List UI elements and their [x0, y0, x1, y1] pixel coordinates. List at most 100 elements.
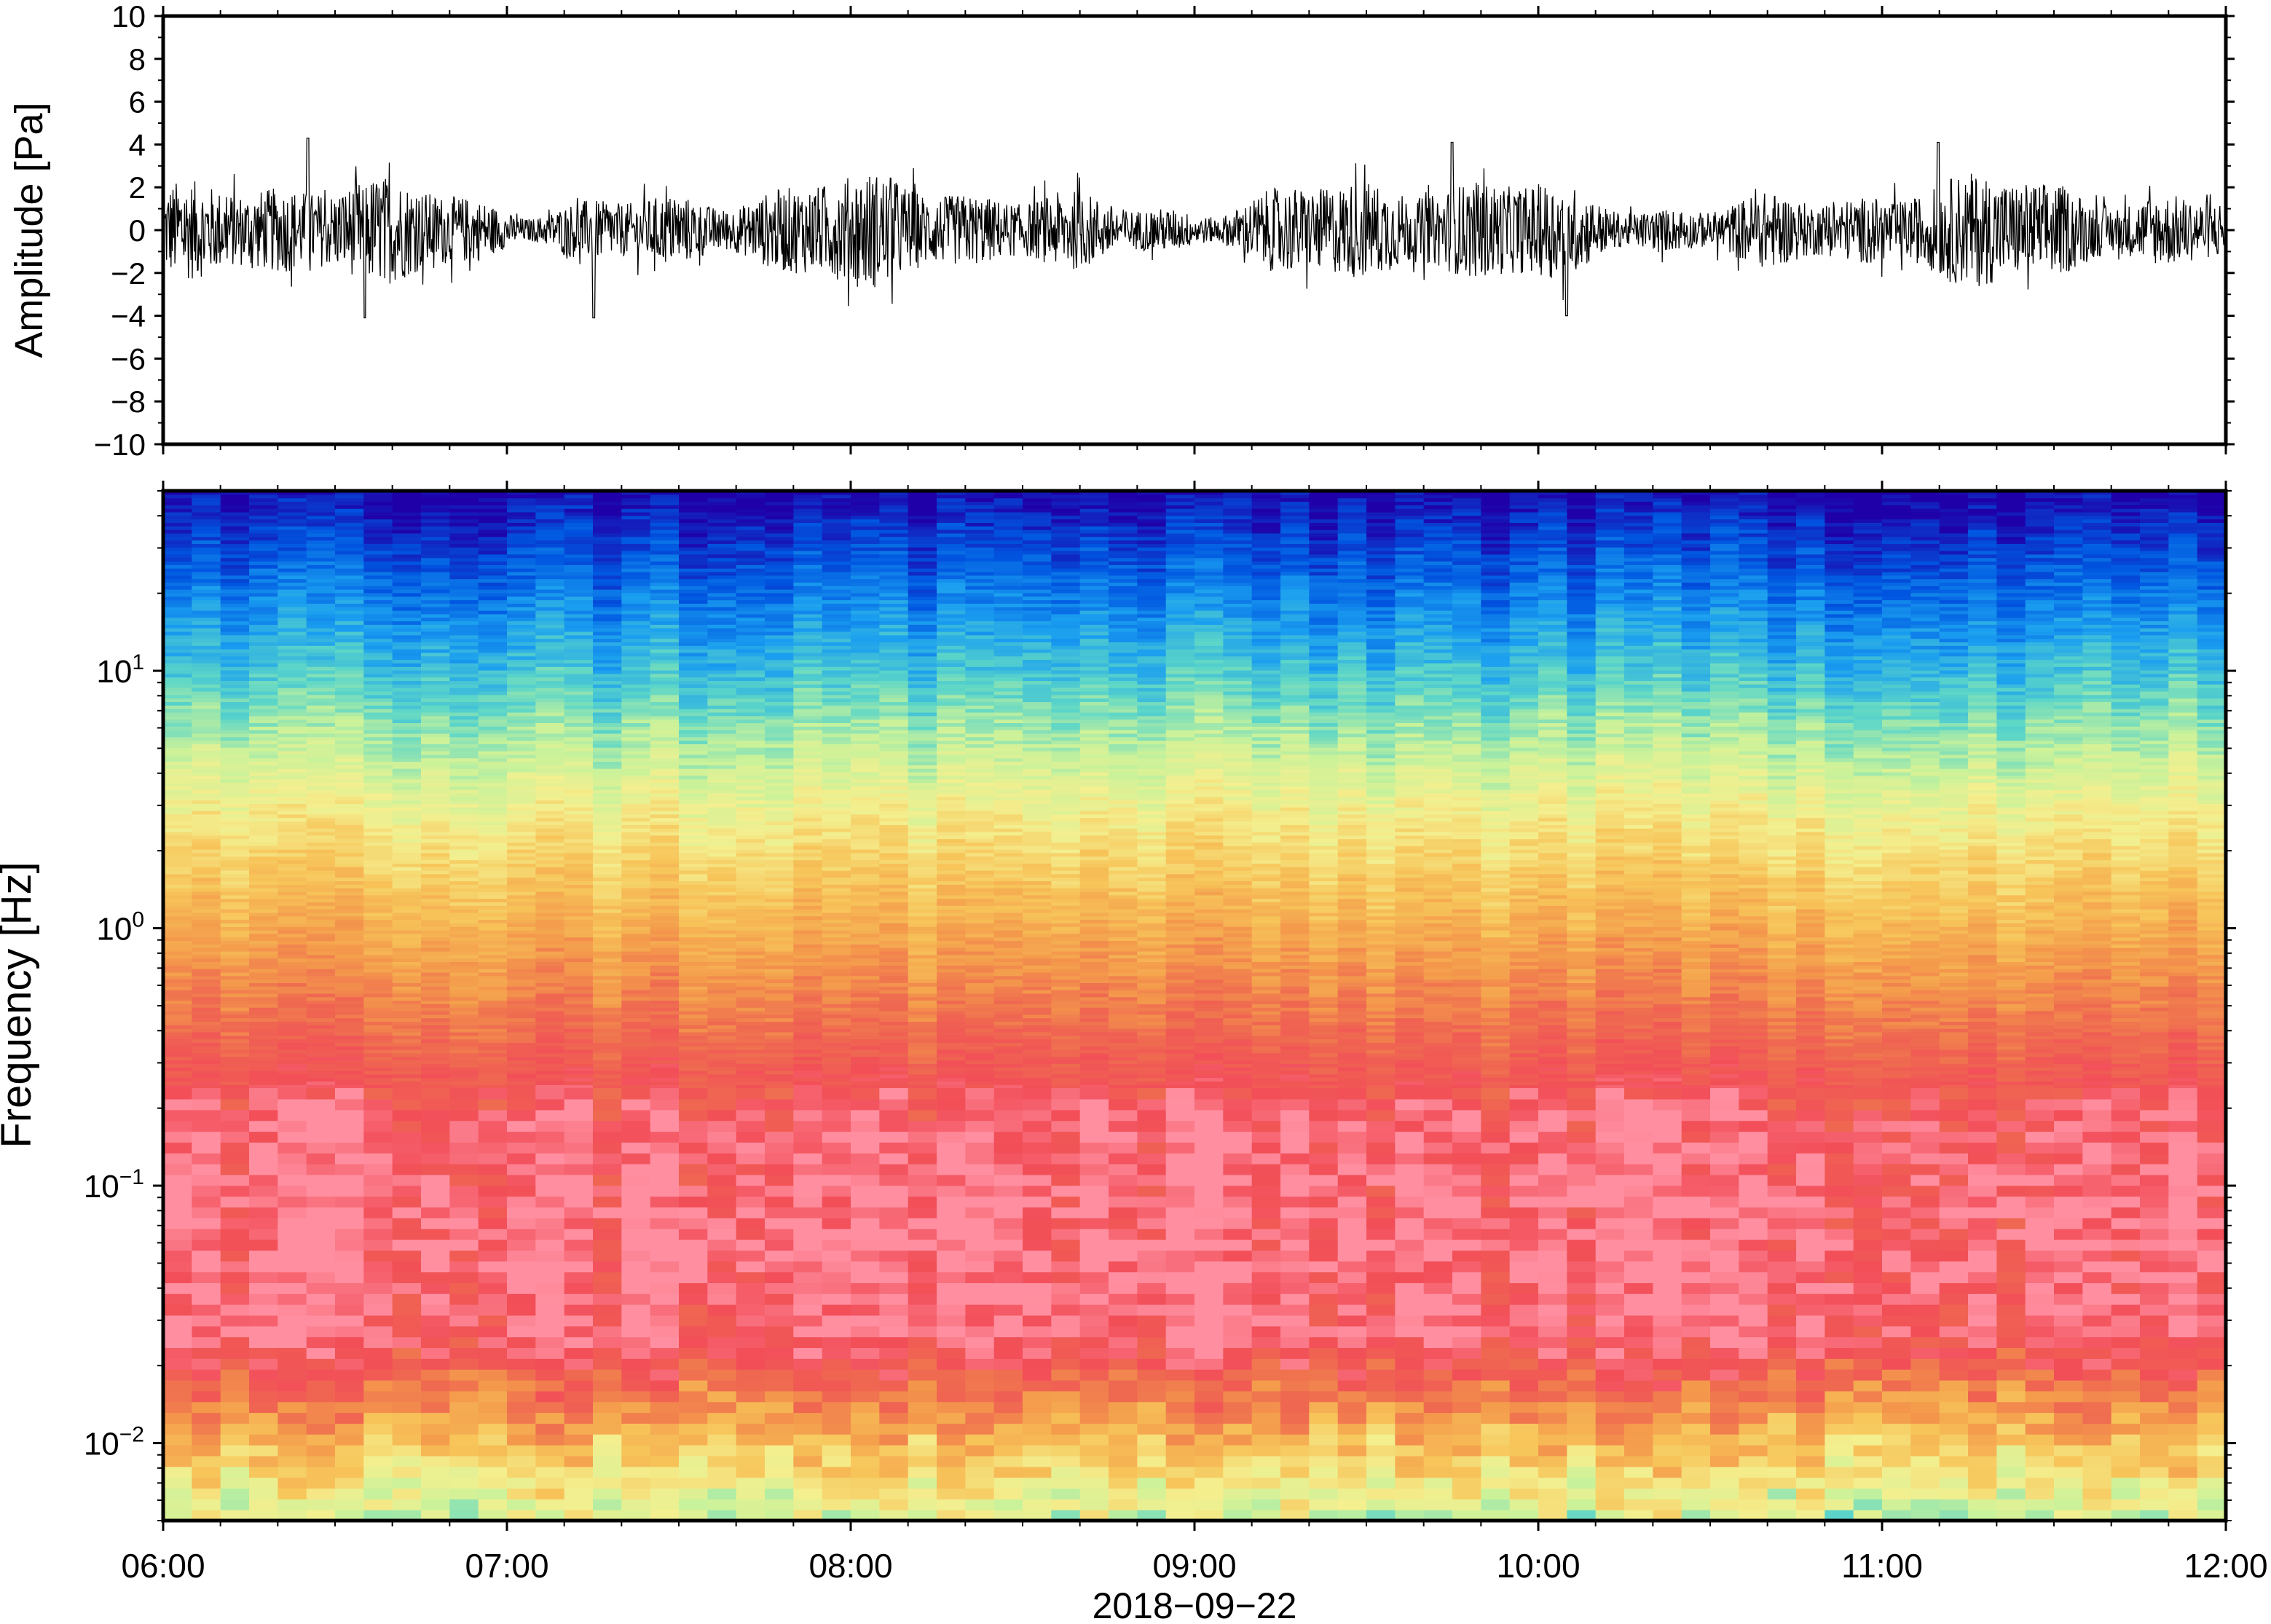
- spectrogram-cell: [1882, 1031, 1911, 1036]
- spectrogram-cell: [1079, 1081, 1109, 1085]
- spectrogram-cell: [192, 1063, 221, 1068]
- spectrogram-cell: [1309, 894, 1339, 899]
- spectrogram-cell: [1023, 926, 1052, 931]
- spectrogram-cell: [421, 912, 450, 917]
- spectrogram-cell: [1251, 909, 1281, 913]
- spectrogram-cell: [1996, 1077, 2026, 1082]
- spectrogram-cell: [707, 880, 737, 885]
- spectrogram-cell: [793, 958, 823, 963]
- spectrogram-cell: [1079, 1035, 1109, 1040]
- spectrogram-cell: [707, 888, 737, 892]
- spectrogram-cell: [765, 954, 794, 959]
- spectrogram-cell: [765, 912, 794, 917]
- spectrogram-cell: [1968, 1056, 1997, 1061]
- spectrogram-cell: [306, 1021, 336, 1025]
- spectrogram-cell: [449, 1017, 479, 1022]
- spectrogram-cell: [2054, 1035, 2083, 1040]
- spectrogram-cell: [2082, 1021, 2112, 1025]
- spectrogram-cell: [478, 944, 508, 948]
- spectrogram-cell: [593, 982, 622, 987]
- spectrogram-cell: [2140, 926, 2169, 931]
- spectrogram-cell: [1051, 1035, 1081, 1040]
- spectrogram-cell: [1538, 944, 1567, 948]
- spectrogram-cell: [993, 1035, 1023, 1040]
- spectrogram-cell: [1395, 958, 1425, 963]
- spectrogram-cell: [1109, 958, 1138, 963]
- spectrogram-cell: [1567, 884, 1597, 888]
- spectrogram-cell: [1395, 1077, 1425, 1082]
- spectrogram-cell: [1624, 1049, 1653, 1054]
- spectrogram-cell: [793, 961, 823, 966]
- spectrogram-cell: [306, 852, 336, 857]
- spectrogram-cell: [822, 933, 851, 938]
- spectrogram-cell: [1567, 905, 1597, 910]
- spectrogram-cell: [1681, 1021, 1711, 1025]
- spectrogram-cell: [2082, 1014, 2112, 1019]
- spectrogram-cell: [879, 1049, 909, 1054]
- spectrogram-cell: [278, 971, 307, 977]
- spectrogram-cell: [679, 1038, 708, 1043]
- spectrogram-cell: [993, 1081, 1023, 1085]
- spectrogram-cell: [1710, 950, 1739, 955]
- spectrogram-cell: [1395, 1056, 1425, 1061]
- spectrogram-cell: [1395, 877, 1425, 882]
- spectrogram-cell: [249, 979, 278, 983]
- spectrogram-cell: [1023, 852, 1052, 857]
- spectrogram-cell: [1825, 891, 1854, 896]
- spectrogram-cell: [822, 915, 851, 921]
- spectrogram-cell: [937, 880, 966, 885]
- spectrogram-cell: [1681, 926, 1711, 931]
- spectrogram-cell: [1223, 1000, 1253, 1004]
- spectrogram-cell: [1109, 1014, 1138, 1019]
- spectrogram-cell: [278, 902, 307, 906]
- spectrogram-cell: [793, 1004, 823, 1008]
- spectrogram-cell: [965, 982, 995, 987]
- spectrogram-cell: [1882, 933, 1911, 938]
- spectrogram-cell: [1481, 891, 1511, 896]
- spectrogram-cell: [993, 1021, 1023, 1025]
- spectrogram-cell: [1853, 884, 1883, 888]
- spectrogram-cell: [2054, 926, 2083, 931]
- spectrogram-cell: [478, 849, 508, 854]
- spectrogram-cell: [1366, 859, 1396, 864]
- spectrogram-cell: [1910, 1004, 1940, 1008]
- spectrogram-cell: [1366, 1077, 1396, 1082]
- spectrogram-cell: [1710, 1060, 1739, 1064]
- spectrogram-cell: [1452, 926, 1481, 931]
- spectrogram-cell: [449, 1010, 479, 1015]
- spectrogram-cell: [621, 856, 651, 861]
- spectrogram-cell: [1051, 1046, 1081, 1050]
- spectrogram-cell: [851, 990, 880, 994]
- spectrogram-cell: [1681, 1017, 1711, 1022]
- spectrogram-cell: [937, 1084, 966, 1089]
- spectrogram-cell: [1910, 870, 1940, 875]
- spectrogram-cell: [1538, 1042, 1567, 1046]
- spectrogram-cell: [1910, 937, 1940, 942]
- spectrogram-cell: [937, 950, 966, 955]
- spectrogram-cell: [192, 1014, 221, 1019]
- spectrogram-cell: [1051, 1038, 1081, 1043]
- spectrogram-cell: [306, 923, 336, 927]
- spectrogram-cell: [1280, 1038, 1310, 1043]
- spectrogram-cell: [1137, 1007, 1167, 1012]
- spectrogram-cell: [593, 1081, 622, 1085]
- spectrogram-cell: [335, 940, 364, 945]
- spectrogram-cell: [1079, 971, 1109, 977]
- spectrogram-cell: [793, 863, 823, 867]
- spectrogram-cell: [765, 1038, 794, 1043]
- spectrogram-cell: [736, 859, 765, 864]
- spectrogram-cell: [1624, 950, 1653, 955]
- spectrogram-cell: [2140, 919, 2169, 923]
- spectrogram-cell: [1309, 1007, 1339, 1012]
- spectrogram-cell: [306, 944, 336, 948]
- spectrogram-cell: [564, 1017, 594, 1022]
- spectrogram-cell: [1423, 891, 1453, 896]
- spectrogram-cell: [2025, 902, 2055, 906]
- spectrogram-cell: [2025, 894, 2055, 899]
- spectrogram-cell: [707, 849, 737, 854]
- spectrogram-cell: [392, 1021, 422, 1025]
- spectrogram-cell: [1023, 1025, 1052, 1029]
- spectrogram-cell: [535, 1046, 565, 1050]
- spectrogram-cell: [736, 940, 765, 945]
- spectrogram-cell: [965, 975, 995, 980]
